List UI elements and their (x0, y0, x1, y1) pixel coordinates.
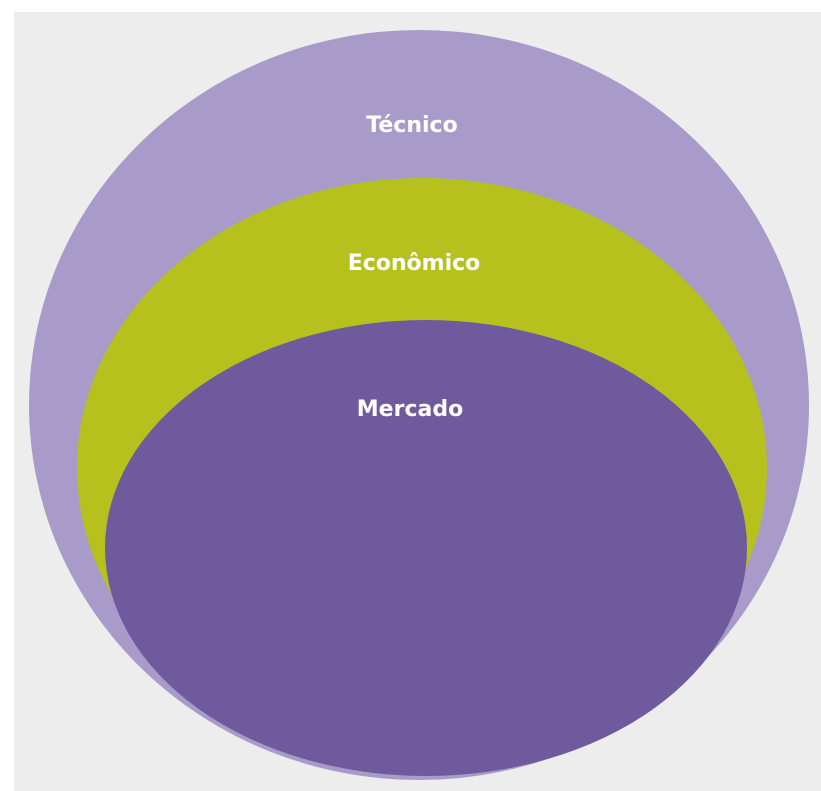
label-mercado: Mercado (357, 397, 463, 422)
layer-mercado-ellipse (105, 320, 747, 776)
label-tecnico: Técnico (366, 113, 457, 138)
label-economico: Econômico (348, 251, 481, 276)
